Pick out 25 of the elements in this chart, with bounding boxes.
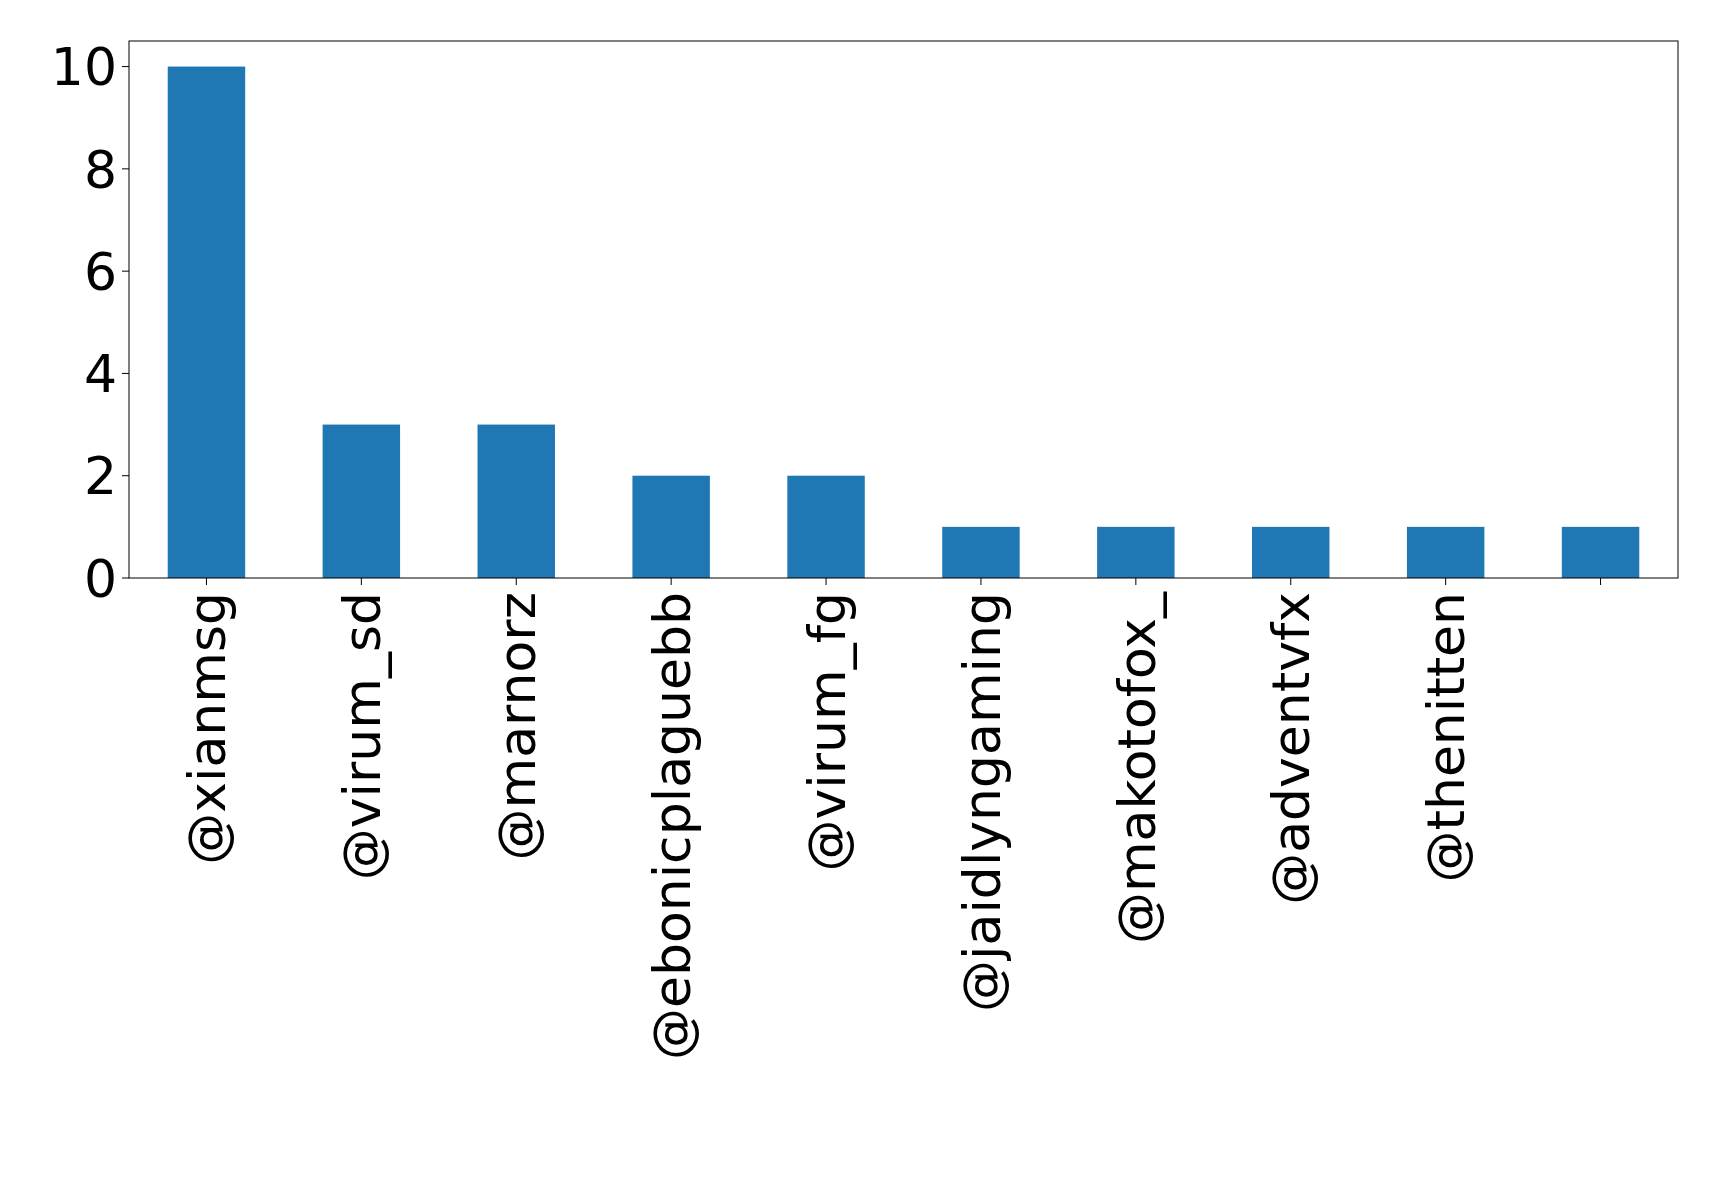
- y-tick-label: 4: [83, 344, 117, 405]
- bar: [322, 424, 401, 578]
- bar: [1252, 526, 1330, 578]
- x-tick-label: @xianmsg: [177, 592, 238, 865]
- x-tick-label: @marnorz: [486, 592, 547, 861]
- y-tick-label: 6: [83, 241, 117, 302]
- y-tick-label: 8: [83, 139, 117, 200]
- x-tick-label: @jaidlyngaming: [951, 592, 1012, 1012]
- x-tick-label: @makotofox_: [1106, 591, 1167, 945]
- bar: [477, 424, 555, 578]
- bar: [1406, 526, 1485, 578]
- bar: [1097, 526, 1175, 578]
- bar: [1561, 526, 1640, 578]
- x-tick-label: @adventvfx: [1261, 592, 1322, 905]
- y-tick-label: 0: [83, 548, 117, 609]
- x-tick-label: @virum_sd: [332, 592, 393, 881]
- x-tick-label: @virum_fg: [796, 592, 857, 872]
- y-tick-label: 2: [83, 446, 117, 507]
- bar: [167, 66, 246, 578]
- x-tick-label: @ebonicplaguebb: [641, 592, 702, 1061]
- x-tick-label: @thenitten: [1416, 592, 1477, 883]
- bar: [787, 475, 865, 578]
- bar: [942, 526, 1020, 578]
- y-tick-label: 10: [50, 37, 117, 98]
- bar: [632, 475, 710, 578]
